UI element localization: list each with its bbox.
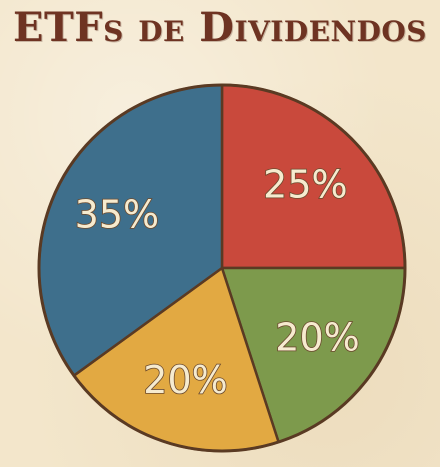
slice-label-2: 20% (275, 315, 359, 359)
pie-outline (37, 83, 407, 453)
slice-label-4: 35% (75, 192, 159, 236)
slice-label-3: 20% (143, 358, 227, 402)
slice-label-1: 25% (263, 163, 347, 207)
chart-title: ETFs de Dividendos (12, 4, 428, 51)
